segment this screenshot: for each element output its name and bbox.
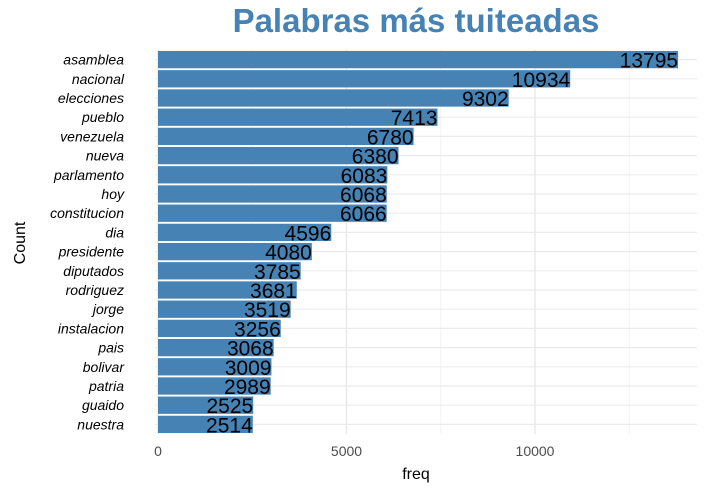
x-axis-label: freq bbox=[402, 466, 430, 483]
bar-patria bbox=[158, 377, 271, 395]
category-label-pais: pais bbox=[97, 340, 124, 356]
category-label-nueva: nueva bbox=[86, 148, 124, 164]
y-axis-label: Count bbox=[12, 221, 29, 264]
value-label-patria: 2989 bbox=[224, 376, 271, 399]
value-label-nacional: 10934 bbox=[512, 69, 571, 92]
bar-rodriguez bbox=[158, 281, 297, 299]
bar-nueva bbox=[158, 146, 399, 165]
category-label-jorge: jorge bbox=[91, 301, 124, 317]
x-tick-labels: 0 5000 10000 bbox=[154, 443, 555, 459]
value-label-venezuela: 6780 bbox=[367, 126, 414, 149]
bar-pueblo bbox=[158, 108, 438, 126]
x-tick-label: 5000 bbox=[331, 443, 362, 459]
value-label-dia: 4596 bbox=[285, 222, 332, 245]
bar-elecciones bbox=[158, 89, 509, 107]
category-label-bolivar: bolivar bbox=[83, 359, 126, 375]
category-label-pueblo: pueblo bbox=[81, 109, 124, 125]
category-label-diputados: diputados bbox=[63, 263, 124, 279]
value-label-diputados: 3785 bbox=[254, 261, 301, 284]
bar-asamblea bbox=[158, 50, 679, 69]
bar-venezuela bbox=[158, 127, 414, 146]
bar-constitucion bbox=[158, 204, 387, 222]
bar-nacional bbox=[158, 70, 571, 88]
x-tick-label: 10000 bbox=[516, 443, 555, 459]
category-label-asamblea: asamblea bbox=[63, 52, 124, 68]
value-label-constitucion: 6066 bbox=[340, 203, 387, 226]
category-label-dia: dia bbox=[105, 224, 124, 240]
value-label-nuestra: 2514 bbox=[206, 414, 253, 437]
category-label-elecciones: elecciones bbox=[58, 90, 124, 106]
value-label-bolivar: 3009 bbox=[225, 357, 272, 380]
value-label-rodriguez: 3681 bbox=[250, 280, 297, 303]
category-label-presidente: presidente bbox=[58, 244, 125, 260]
value-label-instalacion: 3256 bbox=[234, 318, 281, 341]
value-label-hoy: 6068 bbox=[340, 184, 387, 207]
value-label-nueva: 6380 bbox=[352, 146, 399, 169]
bar-nuestra bbox=[158, 415, 253, 434]
x-tick-label: 0 bbox=[154, 443, 162, 459]
category-label-hoy: hoy bbox=[101, 186, 125, 202]
value-label-parlamento: 6083 bbox=[341, 165, 388, 188]
value-label-elecciones: 9302 bbox=[462, 88, 509, 111]
bar-presidente bbox=[158, 242, 312, 261]
category-label-rodriguez: rodriguez bbox=[66, 282, 124, 298]
category-label-parlamento: parlamento bbox=[53, 167, 124, 183]
category-label-nuestra: nuestra bbox=[77, 416, 124, 432]
value-label-pueblo: 7413 bbox=[391, 107, 438, 130]
bars bbox=[158, 50, 679, 434]
bar-bolivar bbox=[158, 358, 272, 376]
category-labels: asamblea nacional elecciones pueblo venezuel… bbox=[50, 52, 125, 433]
category-label-instalacion: instalacion bbox=[58, 320, 124, 336]
chart-title: Palabras más tuiteadas bbox=[233, 2, 600, 39]
bar-guaido bbox=[158, 396, 254, 414]
bar-parlamento bbox=[158, 166, 388, 184]
category-label-constitucion: constitucion bbox=[50, 205, 124, 221]
category-label-patria: patria bbox=[88, 378, 124, 394]
bar-instalacion bbox=[158, 319, 281, 338]
category-label-guaido: guaido bbox=[82, 397, 124, 413]
value-label-guaido: 2525 bbox=[206, 395, 253, 418]
bar-jorge bbox=[158, 300, 291, 318]
value-label-presidente: 4080 bbox=[265, 242, 312, 265]
bar-pais bbox=[158, 338, 274, 357]
value-label-pais: 3068 bbox=[227, 338, 274, 361]
category-label-nacional: nacional bbox=[72, 71, 125, 87]
value-label-asamblea: 13795 bbox=[620, 50, 678, 73]
bar-dia bbox=[158, 223, 332, 242]
value-label-jorge: 3519 bbox=[244, 299, 291, 322]
bar-hoy bbox=[158, 185, 387, 203]
category-label-venezuela: venezuela bbox=[60, 128, 124, 144]
bar-diputados bbox=[158, 262, 301, 280]
